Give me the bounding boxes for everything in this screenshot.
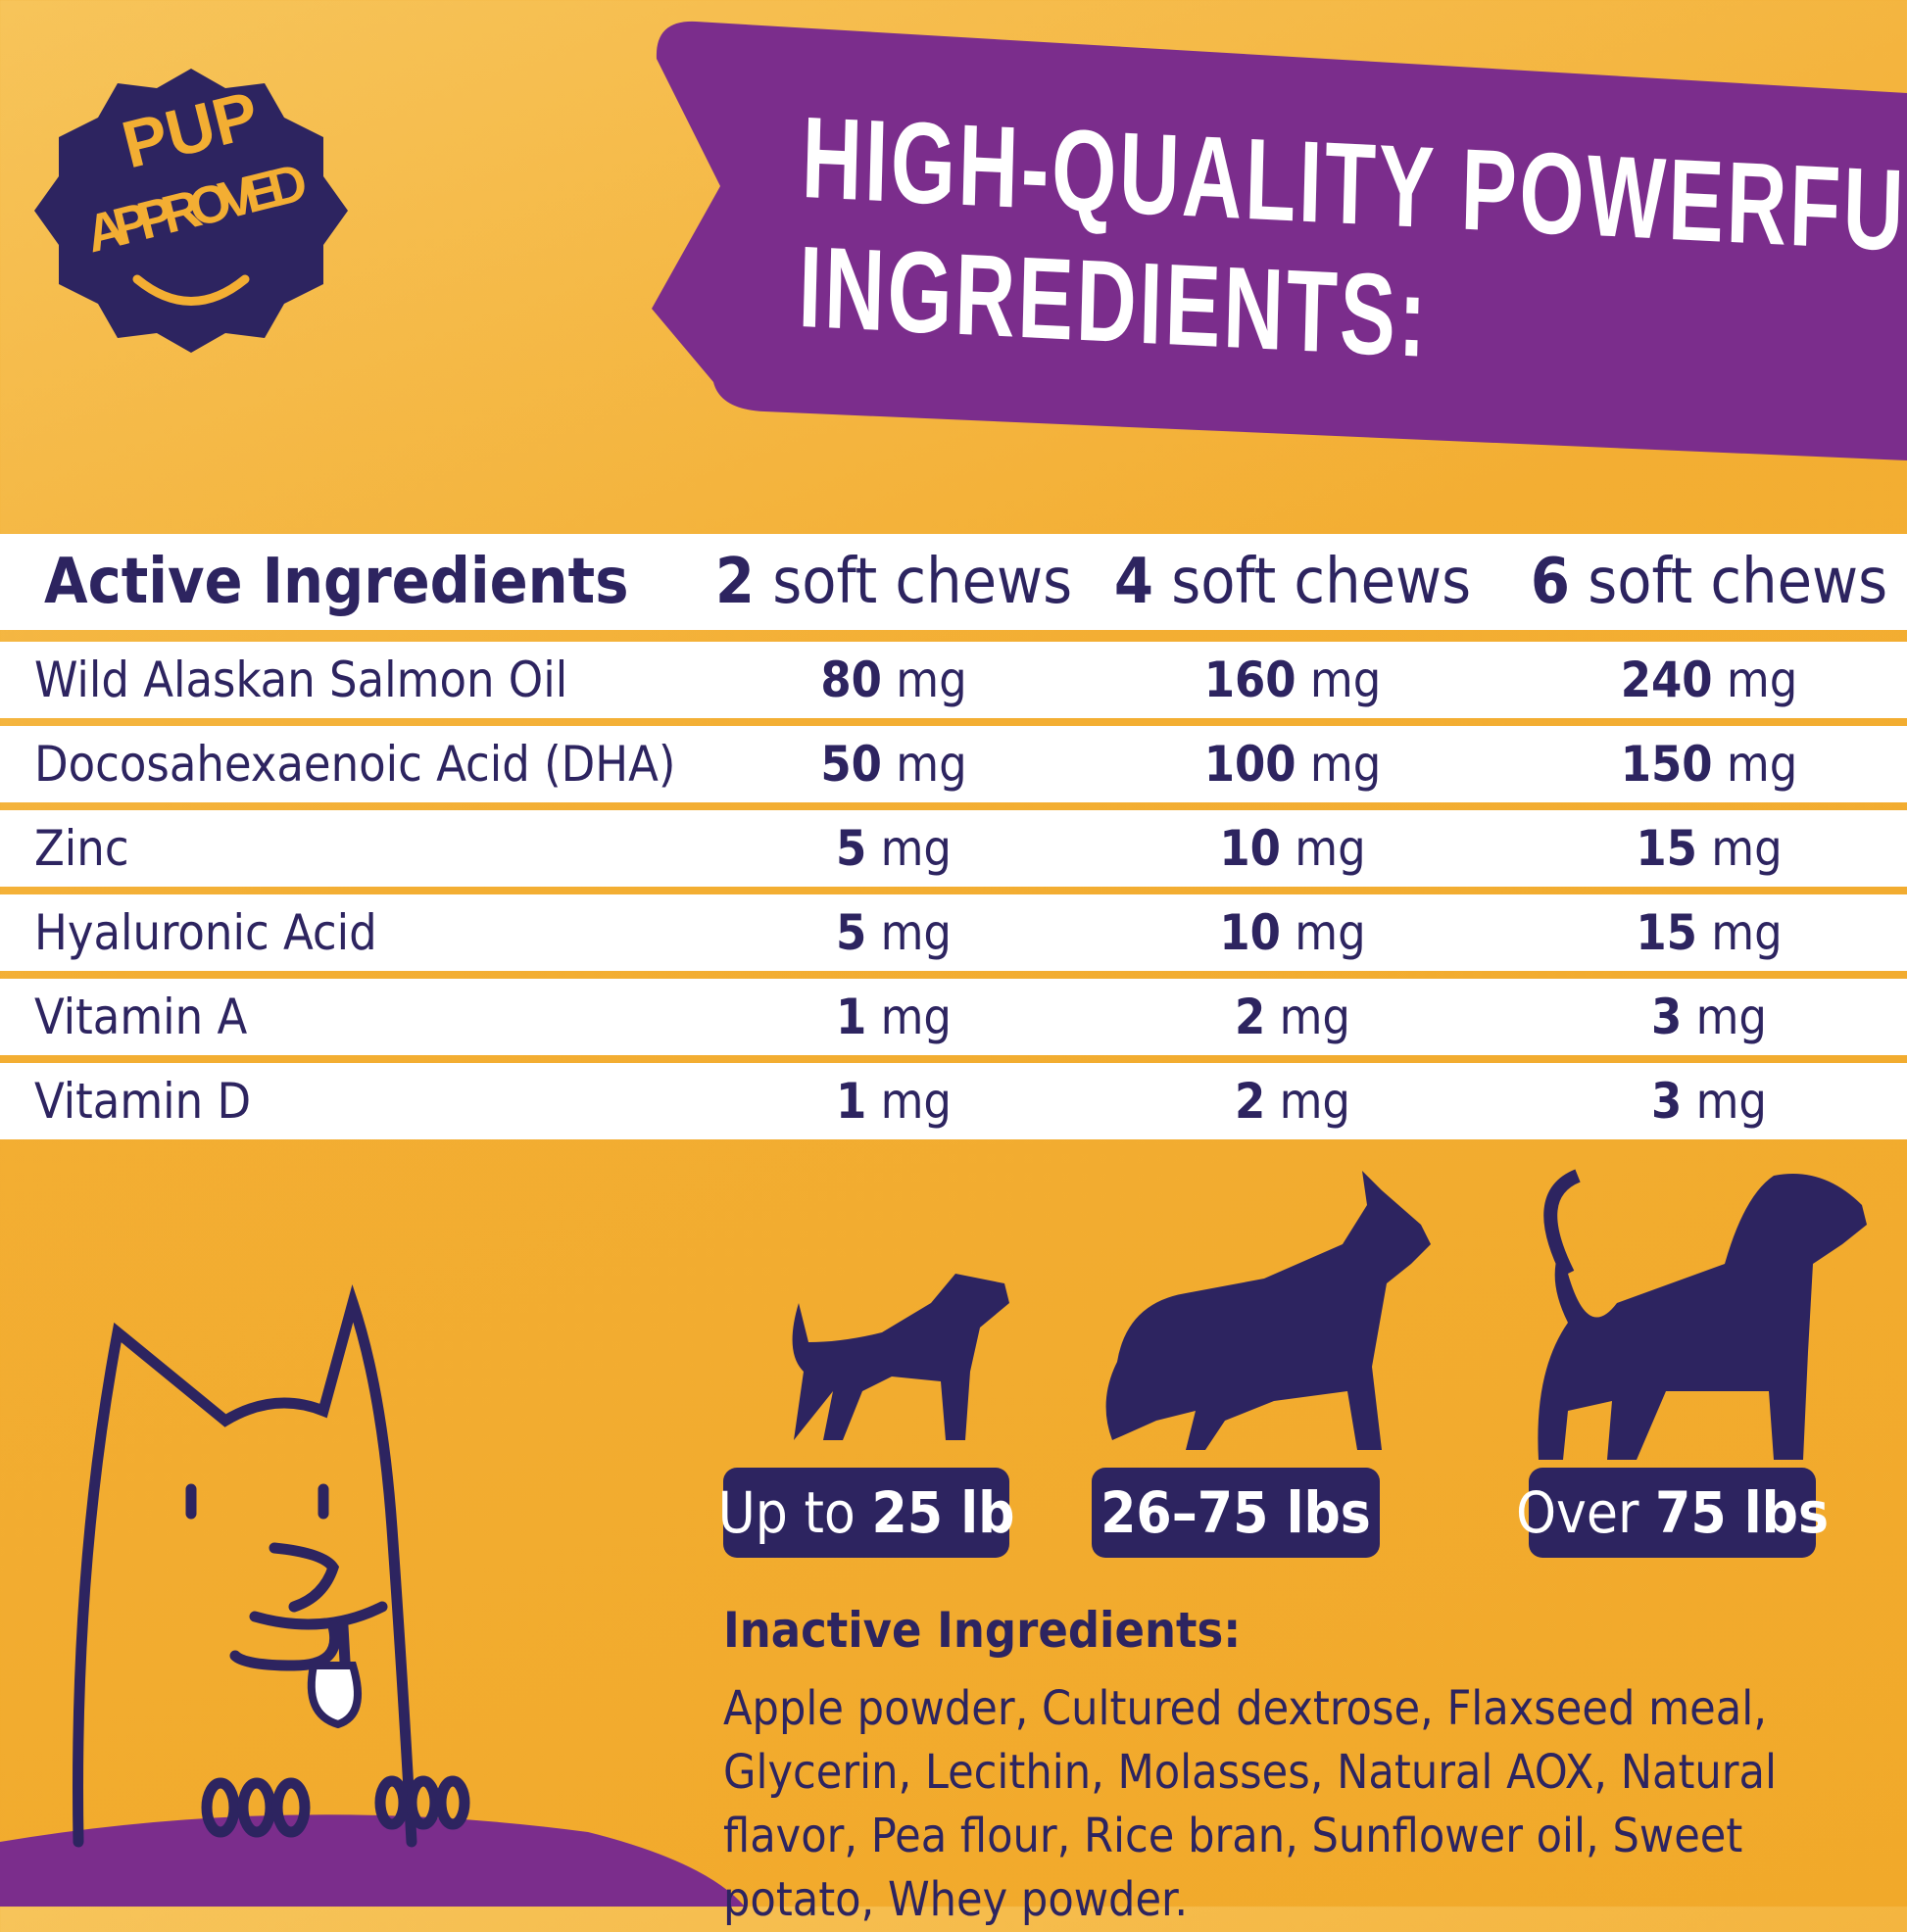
ingredient-name: Wild Alaskan Salmon Oil [34,652,568,708]
ingredient-name: Zinc [34,820,129,877]
weight-pill: Up to 25 lb [718,1468,1014,1558]
table-row: Hyaluronic Acid 5 mg 10 mg 15 mg [0,894,1907,971]
amount-cell: 2 mg [1235,989,1350,1045]
ingredients-table: Active Ingredients 2 soft chews 4 soft che… [0,534,1907,1147]
header-cell: 6 soft chews [1531,546,1887,618]
amount: 10 [1219,904,1281,961]
amount-cell: 15 mg [1636,820,1782,877]
amount: 2 [1235,1073,1266,1130]
unit: mg [1309,736,1382,793]
amount: 3 [1651,989,1683,1045]
weight-range: 26–75 lbs [1100,1479,1371,1546]
table-row: Zinc 5 mg 10 mg 15 mg [0,810,1907,887]
amount-cell: 160 mg [1204,652,1382,708]
inactive-text: Apple powder, Cultured dextrose, Flaxsee… [723,1681,1777,1927]
amount: 50 [820,736,882,793]
unit: mg [880,904,952,961]
unit: mg [1279,1073,1350,1130]
amount-cell: 5 mg [836,820,952,877]
weight-pill: 26–75 lbs [1092,1468,1380,1558]
unit: mg [880,989,952,1045]
amount: 5 [836,820,867,877]
cartoon-dog [73,1284,470,1848]
chew-count: 2 [714,546,755,618]
inactive-heading: Inactive Ingredients: [723,1602,1242,1659]
header-row: Active Ingredients 2 soft chews 4 soft che… [0,534,1907,630]
amount: 1 [836,989,867,1045]
unit: mg [896,652,967,708]
badge [34,69,348,353]
chew-count: 6 [1530,546,1570,618]
chew-text: soft chews [1171,546,1472,618]
amount-cell: 1 mg [836,1073,952,1130]
unit: mg [1726,652,1798,708]
amount: 240 [1620,652,1713,708]
weight-pill: Over 75 lbs [1516,1468,1829,1558]
unit: mg [1695,989,1767,1045]
amount-cell: 100 mg [1204,736,1382,793]
amount-cell: 10 mg [1219,820,1365,877]
ingredient-name: Hyaluronic Acid [34,904,377,961]
unit: mg [1279,989,1350,1045]
header-cell: 4 soft chews [1114,546,1471,618]
amount-cell: 80 mg [820,652,966,708]
dog-silhouettes [792,1169,1867,1460]
ingredient-name: Docosahexaenoic Acid (DHA) [34,736,676,793]
amount: 100 [1203,736,1296,793]
chew-text: soft chews [772,546,1073,618]
amount-cell: 50 mg [820,736,966,793]
unit: mg [1295,904,1366,961]
amount: 3 [1651,1073,1683,1130]
amount: 160 [1203,652,1296,708]
amount: 15 [1636,904,1697,961]
table-row: Docosahexaenoic Acid (DHA) 50 mg 100 mg 150… [0,726,1907,802]
chew-count: 4 [1113,546,1153,618]
unit: mg [1711,820,1783,877]
banner [652,21,1907,461]
unit: mg [1309,652,1382,708]
table-row: Wild Alaskan Salmon Oil 80 mg 160 mg 240 mg [0,642,1907,718]
amount: 150 [1620,736,1713,793]
amount-cell: 1 mg [836,989,952,1045]
amount-cell: 5 mg [836,904,952,961]
amount-cell: 3 mg [1651,989,1767,1045]
unit: mg [1695,1073,1767,1130]
amount: 80 [820,652,882,708]
unit: mg [1726,736,1798,793]
unit: mg [1295,820,1366,877]
amount: 1 [836,1073,867,1130]
weight-prefix: Over [1515,1479,1639,1546]
chew-text: soft chews [1588,546,1888,618]
amount-cell: 10 mg [1219,904,1365,961]
amount: 10 [1219,820,1281,877]
amount-cell: 150 mg [1621,736,1798,793]
hill [0,1814,745,1907]
unit: mg [1711,904,1783,961]
amount-cell: 240 mg [1621,652,1798,708]
weight-range: 25 lb [871,1479,1015,1546]
amount-cell: 3 mg [1651,1073,1767,1130]
header-cell: 2 soft chews [715,546,1072,618]
amount: 5 [836,904,867,961]
unit: mg [880,820,952,877]
header-label: Active Ingredients [44,546,629,618]
amount-cell: 2 mg [1235,1073,1350,1130]
unit: mg [896,736,967,793]
ingredient-name: Vitamin D [34,1073,252,1130]
amount-cell: 15 mg [1636,904,1782,961]
amount: 15 [1636,820,1697,877]
amount: 2 [1235,989,1266,1045]
unit: mg [880,1073,952,1130]
tongue [307,1662,362,1729]
weight-prefix: Up to [717,1479,856,1546]
ingredient-name: Vitamin A [34,989,248,1045]
weight-range: 75 lbs [1655,1479,1830,1546]
